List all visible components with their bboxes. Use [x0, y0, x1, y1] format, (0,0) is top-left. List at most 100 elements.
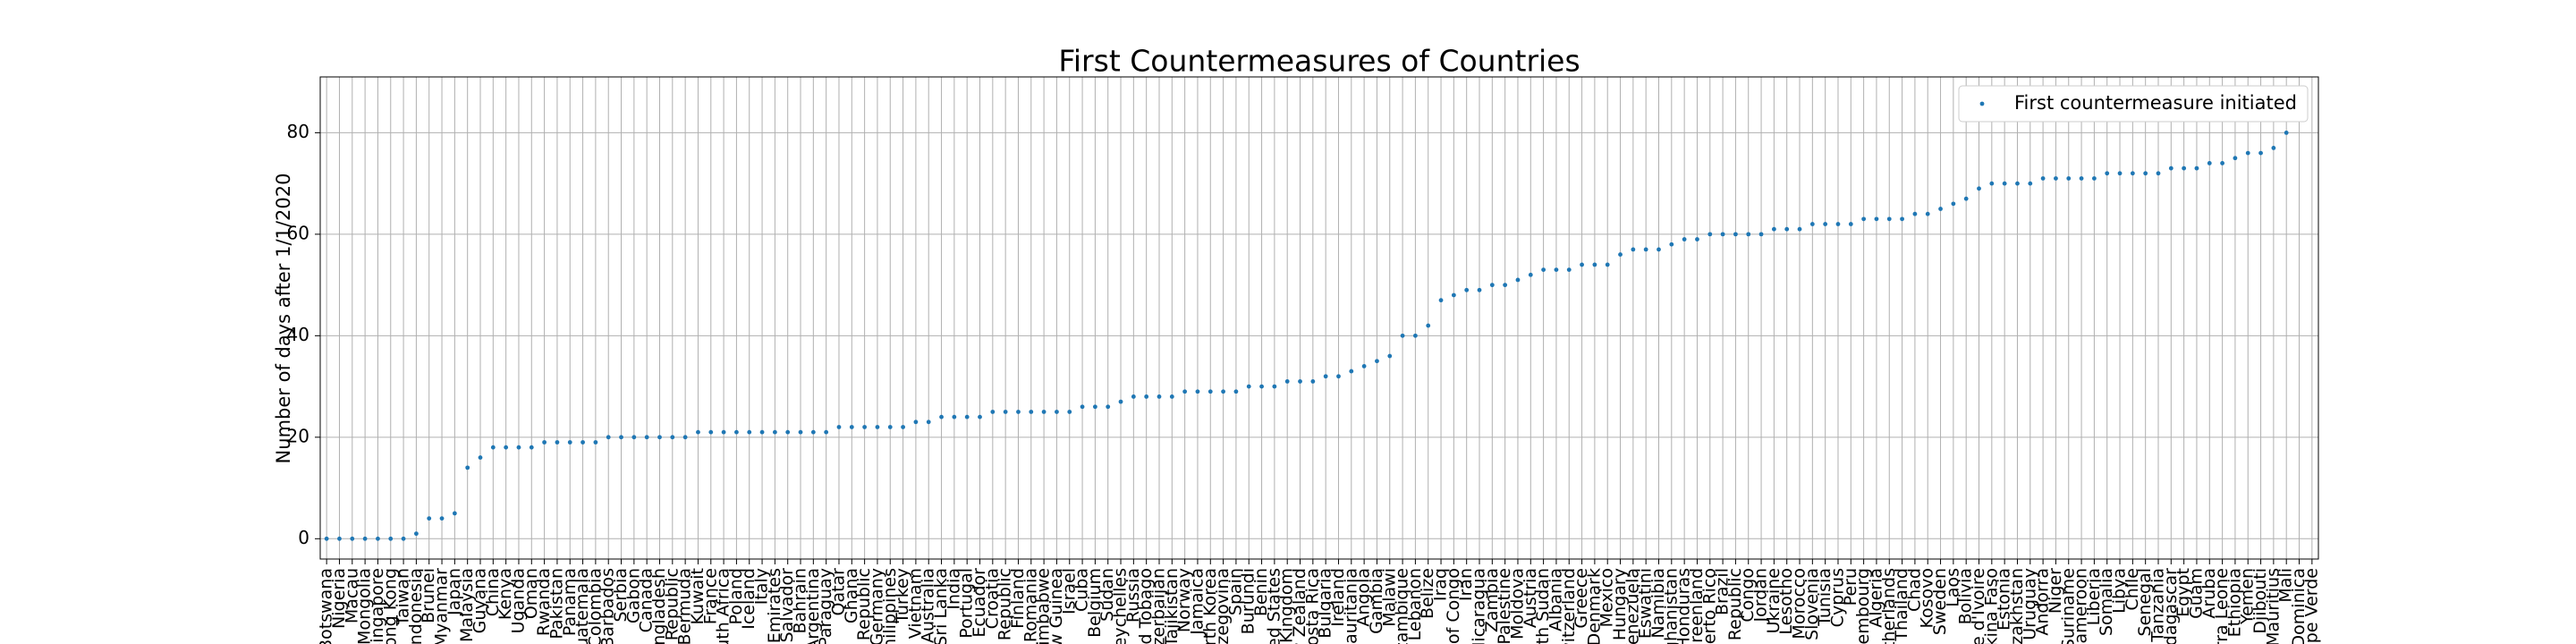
x-tick-label: Venezuela: [1623, 568, 1642, 644]
point: [2130, 171, 2135, 176]
point: [2040, 176, 2046, 181]
x-tick-label: Sri Lanka: [931, 568, 951, 644]
x-tick-label: Sudan: [1097, 568, 1117, 622]
point: [1771, 226, 1776, 232]
x-tick-label: Papua New Guinea: [1046, 568, 1066, 644]
x-tick-label: Pakistan: [547, 568, 566, 640]
x-tick-label: Argentina: [803, 568, 823, 644]
x-tick-label: Israel: [1059, 568, 1079, 614]
point: [350, 536, 355, 541]
x-tick-label: Bulgaria: [1316, 568, 1335, 639]
x-tick-label: United Kingdom: [1277, 568, 1297, 644]
x-tick-label: Vietnam: [905, 568, 925, 639]
x-tick-label: Cote d'Ivoire: [1969, 568, 1988, 644]
point: [376, 536, 380, 541]
point: [619, 435, 623, 440]
x-tick-label: Greenland: [1687, 568, 1707, 644]
point: [875, 425, 880, 429]
x-tick-label: Slovenia: [1802, 568, 1822, 640]
point: [849, 425, 854, 429]
x-tick-label: Gabon: [623, 568, 643, 623]
x-tick-label: Malawi: [1379, 568, 1399, 627]
point: [567, 440, 572, 445]
point: [1528, 272, 1533, 277]
point: [1720, 232, 1725, 237]
point: [1016, 410, 1021, 414]
x-tick-label: Albania: [1546, 568, 1565, 631]
x-tick-label: Mali: [2276, 568, 2296, 603]
point: [1669, 242, 1674, 247]
point: [2054, 176, 2058, 181]
legend-box: [1958, 85, 2309, 123]
point: [542, 440, 547, 445]
point: [1413, 333, 1418, 338]
point: [810, 429, 816, 435]
point: [1758, 232, 1764, 237]
point: [1041, 410, 1046, 414]
x-tick-label: Brazil: [1713, 568, 1733, 615]
point: [1489, 283, 1495, 288]
x-tick-label: Uganda: [508, 568, 528, 633]
point: [2220, 161, 2224, 165]
point: [1067, 410, 1072, 414]
x-tick-label: Cameroon: [2072, 568, 2091, 644]
point: [452, 511, 457, 516]
x-tick-label: Colombia: [585, 568, 605, 644]
x-tick-label: Macau: [342, 568, 361, 623]
point: [1106, 404, 1111, 410]
x-tick-label: Philippines: [880, 568, 900, 644]
chart-title: First Countermeasures of Countries: [1058, 44, 1580, 79]
x-tick-label: Qatar: [828, 568, 848, 616]
x-tick-label: Lesotho: [1776, 568, 1796, 635]
point: [990, 410, 996, 414]
point: [1144, 394, 1149, 399]
point: [362, 536, 368, 541]
point: [1733, 232, 1738, 237]
x-tick-label: Japan: [445, 568, 464, 616]
x-tick-label: Morocco: [1790, 568, 1809, 640]
x-tick-label: Senegal: [2135, 568, 2155, 636]
point: [1886, 216, 1892, 222]
x-tick-label: Benin: [1251, 568, 1271, 616]
point: [1618, 252, 1623, 257]
x-tick-label: Cyprus: [1827, 568, 1847, 627]
x-tick-label: France: [700, 568, 720, 624]
point: [1925, 211, 1930, 216]
point: [1682, 237, 1687, 242]
point: [2066, 176, 2072, 181]
point: [1580, 262, 1584, 267]
point: [708, 429, 714, 435]
point: [1503, 283, 1508, 288]
x-tick-label: Chad: [1904, 568, 1924, 612]
x-tick-label: Afghanistan: [1661, 568, 1681, 644]
x-tick-label: Seychelles: [1111, 568, 1131, 644]
point: [1631, 247, 1636, 252]
x-tick-label: Bangladesh: [649, 568, 669, 644]
x-tick-label: Greece: [1572, 568, 1591, 629]
point: [2079, 176, 2084, 181]
x-tick-label: Mozambique: [1393, 568, 1412, 644]
x-tick-label: South Africa: [714, 568, 733, 644]
x-tick-label: India: [944, 568, 963, 610]
point: [2117, 171, 2123, 176]
point: [772, 429, 777, 435]
point: [1746, 232, 1751, 237]
x-tick-label: Hong Kong: [380, 568, 400, 644]
x-tick-label: Guam: [2186, 568, 2206, 619]
point: [1912, 211, 1918, 216]
x-tick-label: Taiwan: [394, 568, 413, 627]
point: [1195, 389, 1200, 394]
point: [913, 419, 919, 425]
point: [1592, 262, 1597, 267]
x-tick-label: Thailand: [1892, 568, 1911, 642]
x-tick-label: Nigeria: [329, 568, 349, 629]
point: [1003, 410, 1008, 414]
x-tick-label: Bolivia: [1956, 568, 1976, 624]
x-tick-label: Turkey: [893, 568, 912, 624]
x-tick-label: Costa Rica: [1302, 568, 1322, 644]
x-tick-label: Zimbabwe: [1034, 568, 1054, 644]
x-tick-label: Italy: [752, 568, 772, 605]
point: [580, 440, 585, 445]
point: [836, 425, 842, 429]
point: [1823, 222, 1828, 226]
